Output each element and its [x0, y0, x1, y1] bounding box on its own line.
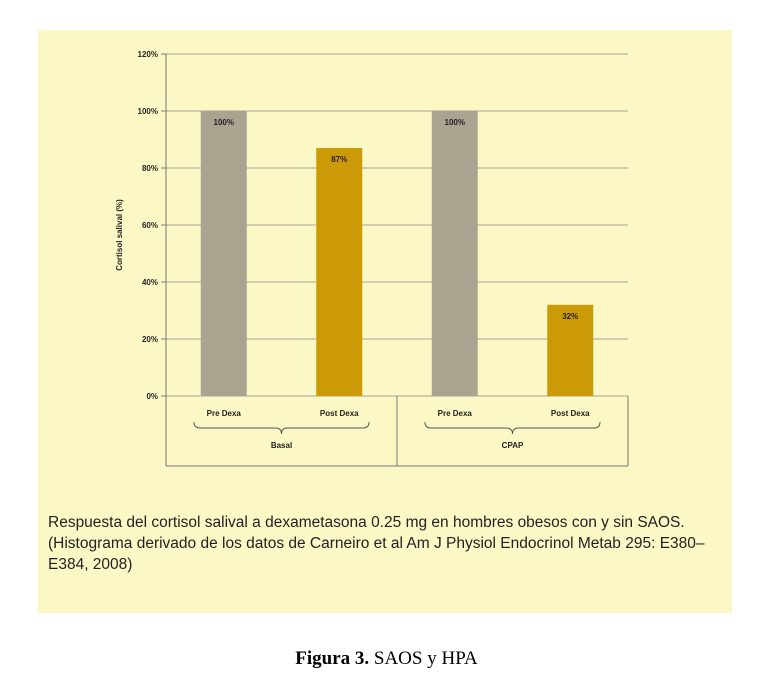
y-tick-label: 60% — [142, 221, 158, 230]
category-label: Post Dexa — [320, 409, 359, 418]
y-tick-label: 20% — [142, 335, 158, 344]
category-label: Post Dexa — [551, 409, 590, 418]
chart-description: Respuesta del cortisol salival a dexamet… — [48, 514, 705, 573]
y-tick-label: 80% — [142, 164, 158, 173]
bar — [316, 148, 363, 396]
data-label: 100% — [445, 118, 465, 127]
y-axis-title: Cortisol salival (%) — [115, 199, 124, 271]
group-brace — [193, 421, 370, 435]
category-label: Pre Dexa — [207, 409, 242, 418]
y-tick-label: 40% — [142, 278, 158, 287]
bar-chart: 0% 20% 40% 60% 80% 100% 120% Cortisol salival (… — [115, 50, 629, 467]
group-label: Basal — [271, 441, 292, 450]
figure-caption: Figura 3. SAOS y HPA — [0, 648, 773, 670]
chart-panel: 0% 20% 40% 60% 80% 100% 120% Cortisol salival (… — [38, 30, 732, 613]
figure-title: SAOS y HPA — [373, 648, 478, 669]
category-label: Pre Dexa — [438, 409, 473, 418]
data-label: 32% — [562, 312, 578, 321]
data-label: 87% — [331, 155, 347, 164]
y-tick-label: 0% — [146, 392, 158, 401]
figure-number: Figura 3. — [295, 648, 370, 669]
bar — [547, 304, 594, 396]
group-brace — [424, 421, 601, 435]
group-label: CPAP — [502, 441, 524, 450]
y-tick-label: 100% — [138, 107, 158, 116]
bar — [431, 111, 478, 396]
y-tick-label: 120% — [138, 50, 158, 59]
bar — [200, 111, 247, 396]
data-label: 100% — [214, 118, 234, 127]
